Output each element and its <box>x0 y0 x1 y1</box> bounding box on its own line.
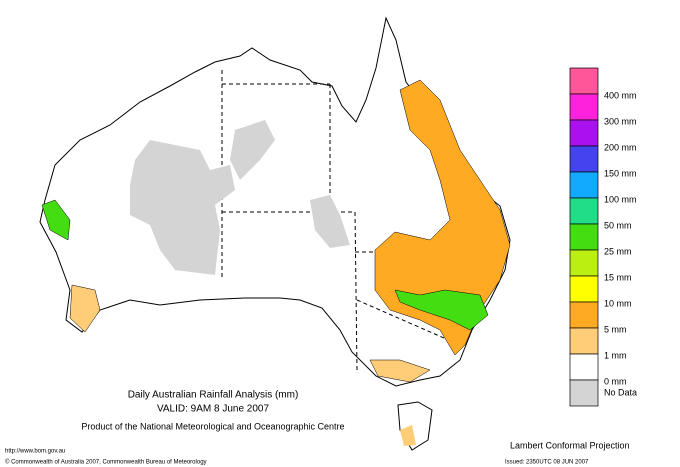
legend-label: 300 mm <box>604 116 637 126</box>
url: http://www.bom.gov.au <box>5 449 65 455</box>
legend-swatch <box>569 301 599 329</box>
rain-east <box>374 79 511 356</box>
legend-swatch <box>569 275 599 303</box>
rain-heavy <box>394 289 489 331</box>
australia-map <box>39 16 511 451</box>
coastline <box>39 16 511 387</box>
legend-swatch <box>569 249 599 277</box>
legend-swatch <box>569 145 599 173</box>
legend-label: 0 mm <box>604 376 627 386</box>
legend-label: 10 mm <box>604 298 632 308</box>
legend-label: 1 mm <box>604 350 627 360</box>
map-title: Daily Australian Rainfall Analysis (mm) <box>128 390 299 401</box>
rain-southwest <box>69 284 101 333</box>
legend-swatch <box>569 197 599 225</box>
legend-swatch <box>569 379 599 407</box>
no-data-north <box>230 120 275 180</box>
legend-swatch <box>569 119 599 147</box>
legend-label: 100 mm <box>604 194 637 204</box>
rain-tas <box>400 425 416 446</box>
issued: Issued: 2350UTC 08 JUN 2007 <box>505 460 589 466</box>
legend-label: 50 mm <box>604 220 632 230</box>
rain-light-south <box>369 359 431 383</box>
legend-label: 400 mm <box>604 90 637 100</box>
product-line: Product of the National Meteorological a… <box>81 421 344 431</box>
rain-west <box>41 199 71 241</box>
legend-swatch <box>569 353 599 381</box>
copyright: © Commonwealth of Australia 2007, Common… <box>5 459 207 466</box>
legend-label: 25 mm <box>604 246 632 256</box>
legend-label: 150 mm <box>604 168 637 178</box>
legend-swatch <box>569 223 599 251</box>
legend: 400 mm 300 mm 200 mm 150 mm 100 mm 50 mm 25 mm… <box>569 67 637 407</box>
no-data-centre <box>310 195 350 248</box>
legend-label: No Data <box>604 387 637 397</box>
legend-swatch <box>569 67 599 95</box>
legend-label: 200 mm <box>604 142 637 152</box>
no-data-west <box>130 140 235 275</box>
legend-swatch <box>569 171 599 199</box>
legend-swatch <box>569 327 599 355</box>
projection: Lambert Conformal Projection <box>510 440 630 450</box>
valid-time: VALID: 9AM 8 June 2007 <box>157 404 270 415</box>
legend-label: 5 mm <box>604 324 627 334</box>
legend-label: 15 mm <box>604 272 632 282</box>
legend-swatch <box>569 93 599 121</box>
